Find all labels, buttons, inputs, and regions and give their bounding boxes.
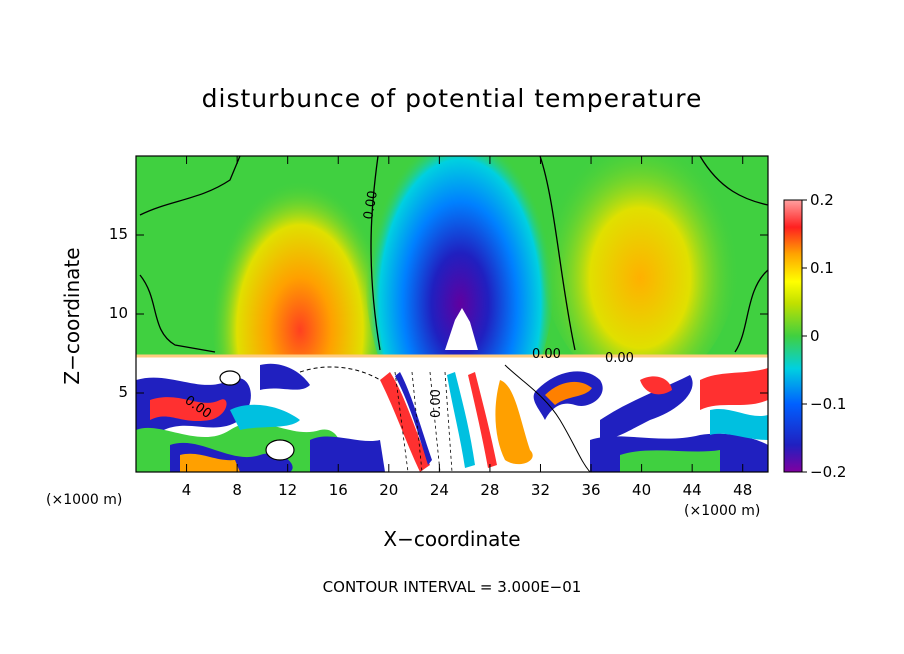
y-tick-label: 15	[108, 225, 128, 243]
y-axis-label: Z−coordinate	[60, 247, 84, 385]
colorbar-tick-label: 0	[810, 327, 820, 345]
contour-label: 0.00	[429, 389, 444, 418]
y-tick-label: 10	[108, 304, 128, 322]
x-tick-label: 8	[232, 481, 242, 499]
x-tick-label: 4	[181, 481, 192, 499]
x-tick-label: 28	[480, 481, 500, 499]
x-tick-label: 16	[328, 481, 348, 499]
x-unit-left: (×1000 m)	[46, 492, 123, 508]
x-unit-right: (×1000 m)	[684, 503, 761, 519]
contour-interval-note: CONTOUR INTERVAL = 3.000E−01	[322, 578, 582, 596]
y-axis-ticks	[136, 234, 768, 394]
contour-label: 0.00	[532, 347, 561, 362]
y-tick-label: 5	[118, 383, 128, 401]
contour-label: 0.00	[361, 190, 381, 221]
upper-field	[136, 156, 768, 356]
chart-title: disturbunce of potential temperature	[201, 84, 703, 113]
x-tick-label: 32	[530, 481, 551, 499]
x-tick-label: 40	[632, 481, 652, 499]
x-tick-label: 20	[379, 481, 399, 499]
colorbar-tick-label: −0.2	[810, 463, 847, 481]
lower-field	[136, 356, 768, 472]
colorbar-ticks	[802, 199, 807, 473]
x-tick-label: 24	[429, 481, 449, 499]
x-tick-label: 12	[278, 481, 298, 499]
x-axis-label: X−coordinate	[383, 527, 521, 551]
contour-label: 0.00	[605, 351, 634, 366]
x-tick-label: 44	[682, 481, 702, 499]
colorbar-tick-label: −0.1	[810, 395, 847, 413]
x-tick-label: 48	[733, 481, 753, 499]
colorbar	[783, 199, 803, 473]
x-axis-ticks	[186, 156, 744, 472]
x-tick-label: 36	[581, 481, 601, 499]
colorbar-tick-label: 0.2	[810, 191, 834, 209]
colorbar-tick-label: 0.1	[810, 259, 834, 277]
